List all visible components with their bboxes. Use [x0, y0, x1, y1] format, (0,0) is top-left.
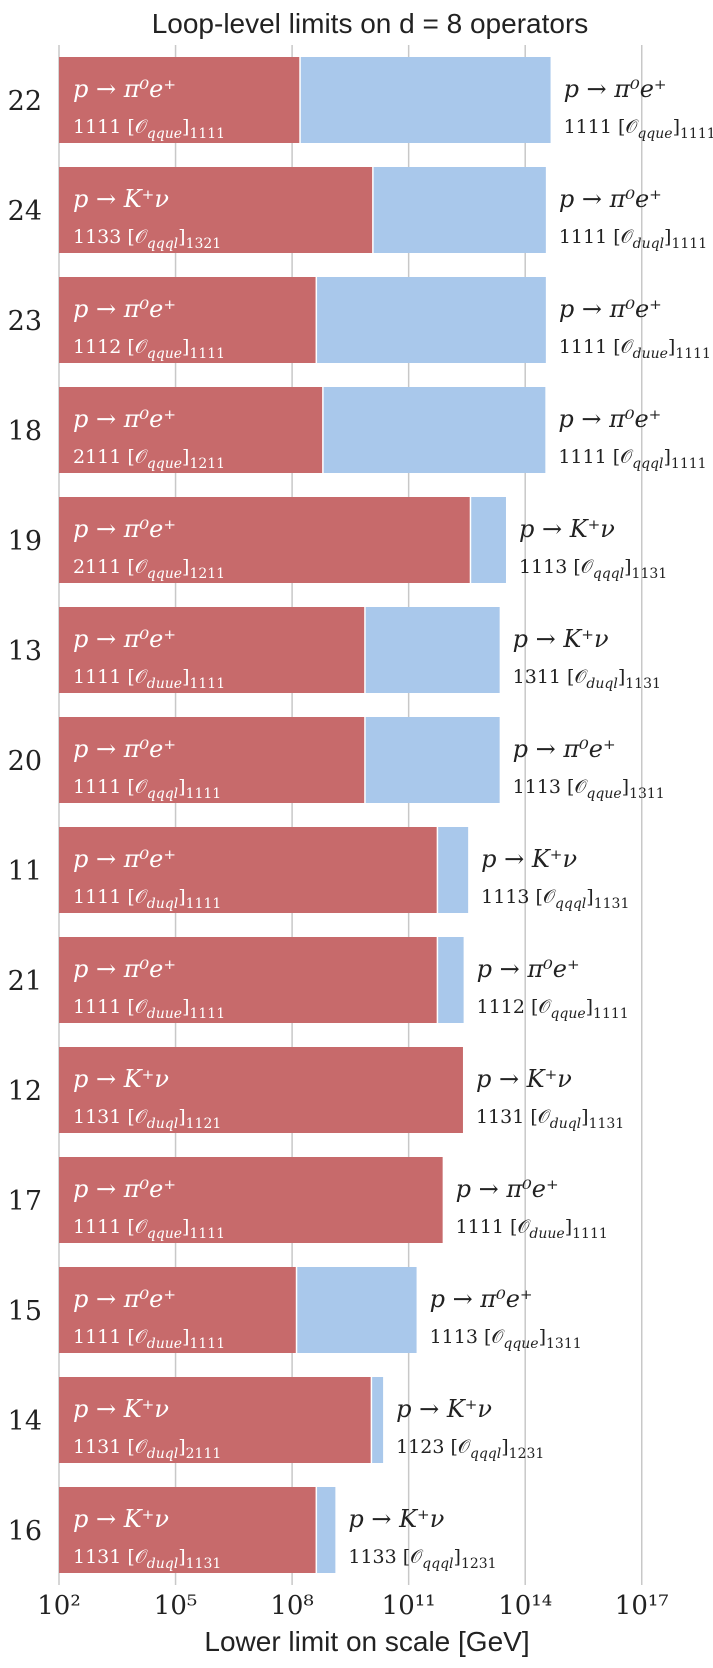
- blue-process-label: p → π⁰e⁺: [456, 1175, 559, 1203]
- blue-process-label: p → π⁰e⁺: [559, 185, 662, 213]
- x-tick-label: 10²: [37, 1591, 81, 1621]
- bar-lower: [59, 57, 301, 143]
- y-tick-label: 20: [8, 746, 42, 777]
- blue-process-label: p → K⁺ν: [513, 625, 609, 653]
- axis-layer: 10² 10⁵ 10⁸ 10¹¹ 10¹⁴ 10¹⁷2224231819132011211…: [8, 86, 669, 1621]
- y-tick-label: 17: [8, 1186, 42, 1217]
- red-operator-label: 1111 [𝒪duql]1111: [73, 886, 221, 912]
- blue-process-label: p → π⁰e⁺: [477, 955, 580, 983]
- red-operator-label: 1111 [𝒪qqql]1111: [73, 776, 221, 802]
- red-operator-label: 1111 [𝒪duue]1111: [73, 1326, 225, 1352]
- blue-operator-label: 1111 [𝒪qque]1111: [564, 116, 713, 142]
- label-layer: p → π⁰e⁺ 1111 [𝒪qque]1111 p → π⁰e⁺ 1111 [𝒪q…: [73, 75, 713, 1572]
- bar-layer: [59, 57, 551, 1573]
- red-process-label: p → π⁰e⁺: [73, 1285, 176, 1313]
- red-operator-label: 1131 [𝒪duql]1121: [73, 1106, 221, 1132]
- red-operator-label: 1111 [𝒪duue]1111: [73, 666, 225, 692]
- chart-title: Loop-level limits on d = 8 operators: [152, 8, 589, 39]
- bar-lower: [59, 607, 365, 693]
- x-axis-label: Lower limit on scale [GeV]: [204, 1626, 529, 1657]
- red-process-label: p → π⁰e⁺: [73, 735, 176, 763]
- red-operator-label: 1111 [𝒪duue]1111: [73, 996, 225, 1022]
- blue-operator-label: 1112 [𝒪qque]1111: [477, 996, 629, 1022]
- blue-process-label: p → K⁺ν: [348, 1505, 444, 1533]
- blue-process-label: p → π⁰e⁺: [430, 1285, 533, 1313]
- blue-operator-label: 1111 [𝒪duue]1111: [559, 336, 711, 362]
- red-process-label: p → π⁰e⁺: [73, 955, 176, 983]
- bar-lower: [59, 1487, 317, 1573]
- bar-lower: [59, 277, 317, 363]
- y-tick-label: 15: [8, 1296, 42, 1327]
- bar-lower: [59, 937, 438, 1023]
- blue-operator-label: 1123 [𝒪qqql]1231: [396, 1436, 544, 1462]
- red-operator-label: 1112 [𝒪qque]1111: [73, 336, 225, 362]
- bar-lower: [59, 717, 365, 803]
- blue-operator-label: 1133 [𝒪qqql]1231: [348, 1546, 496, 1572]
- bar-lower: [59, 1267, 297, 1353]
- y-tick-label: 21: [8, 966, 42, 997]
- bar-lower: [59, 497, 471, 583]
- red-process-label: p → π⁰e⁺: [73, 1175, 176, 1203]
- blue-operator-label: 1111 [𝒪duql]1111: [559, 226, 707, 252]
- blue-process-label: p → π⁰e⁺: [558, 405, 661, 433]
- red-operator-label: 1111 [𝒪qque]1111: [73, 116, 225, 142]
- red-process-label: p → π⁰e⁺: [73, 295, 176, 323]
- blue-operator-label: 1111 [𝒪qqql]1111: [558, 446, 706, 472]
- blue-process-label: p → π⁰e⁺: [559, 295, 662, 323]
- blue-process-label: p → K⁺ν: [476, 1065, 572, 1093]
- bar-lower: [59, 827, 438, 913]
- red-process-label: p → K⁺ν: [73, 1505, 169, 1533]
- y-tick-label: 19: [8, 526, 42, 557]
- blue-operator-label: 1113 [𝒪qque]1311: [430, 1326, 582, 1352]
- red-process-label: p → π⁰e⁺: [73, 75, 176, 103]
- red-operator-label: 1133 [𝒪qqql]1321: [73, 226, 221, 252]
- blue-process-label: p → π⁰e⁺: [513, 735, 616, 763]
- red-process-label: p → π⁰e⁺: [73, 625, 176, 653]
- x-tick-label: 10¹⁷: [615, 1591, 669, 1621]
- blue-process-label: p → K⁺ν: [481, 845, 577, 873]
- blue-operator-label: 1113 [𝒪qqql]1131: [519, 556, 667, 582]
- y-tick-label: 14: [8, 1406, 42, 1437]
- y-tick-label: 13: [8, 636, 42, 667]
- y-tick-label: 22: [8, 86, 42, 117]
- x-tick-label: 10⁵: [154, 1591, 198, 1621]
- blue-operator-label: 1113 [𝒪qque]1311: [513, 776, 665, 802]
- red-operator-label: 2111 [𝒪qque]1211: [73, 446, 225, 472]
- blue-process-label: p → π⁰e⁺: [564, 75, 667, 103]
- red-process-label: p → π⁰e⁺: [73, 405, 176, 433]
- y-tick-label: 23: [8, 306, 42, 337]
- blue-operator-label: 1113 [𝒪qqql]1131: [481, 886, 629, 912]
- x-tick-label: 10¹⁴: [498, 1591, 552, 1621]
- red-operator-label: 1131 [𝒪duql]2111: [73, 1436, 221, 1462]
- y-tick-label: 18: [8, 416, 42, 447]
- bar-lower: [59, 1157, 443, 1243]
- bar-lower: [59, 1377, 372, 1463]
- red-operator-label: 2111 [𝒪qque]1211: [73, 556, 225, 582]
- x-tick-label: 10⁸: [270, 1591, 314, 1621]
- red-operator-label: 1111 [𝒪qque]1111: [73, 1216, 225, 1242]
- x-tick-label: 10¹¹: [382, 1591, 436, 1621]
- red-process-label: p → π⁰e⁺: [73, 515, 176, 543]
- y-tick-label: 11: [8, 856, 42, 887]
- red-process-label: p → K⁺ν: [73, 1395, 169, 1423]
- bar-lower: [59, 1047, 463, 1133]
- blue-operator-label: 1311 [𝒪duql]1131: [513, 666, 661, 692]
- grid-layer: [58, 45, 643, 1585]
- blue-process-label: p → K⁺ν: [519, 515, 615, 543]
- y-tick-label: 12: [8, 1076, 42, 1107]
- blue-operator-label: 1131 [𝒪duql]1131: [476, 1106, 624, 1132]
- red-process-label: p → K⁺ν: [73, 1065, 169, 1093]
- bar-lower: [59, 387, 323, 473]
- red-operator-label: 1131 [𝒪duql]1131: [73, 1546, 221, 1572]
- blue-process-label: p → K⁺ν: [396, 1395, 492, 1423]
- y-tick-label: 24: [8, 196, 42, 227]
- red-process-label: p → π⁰e⁺: [73, 845, 176, 873]
- bar-lower: [59, 167, 373, 253]
- red-process-label: p → K⁺ν: [73, 185, 169, 213]
- y-tick-label: 16: [8, 1516, 42, 1547]
- blue-operator-label: 1111 [𝒪duue]1111: [456, 1216, 608, 1242]
